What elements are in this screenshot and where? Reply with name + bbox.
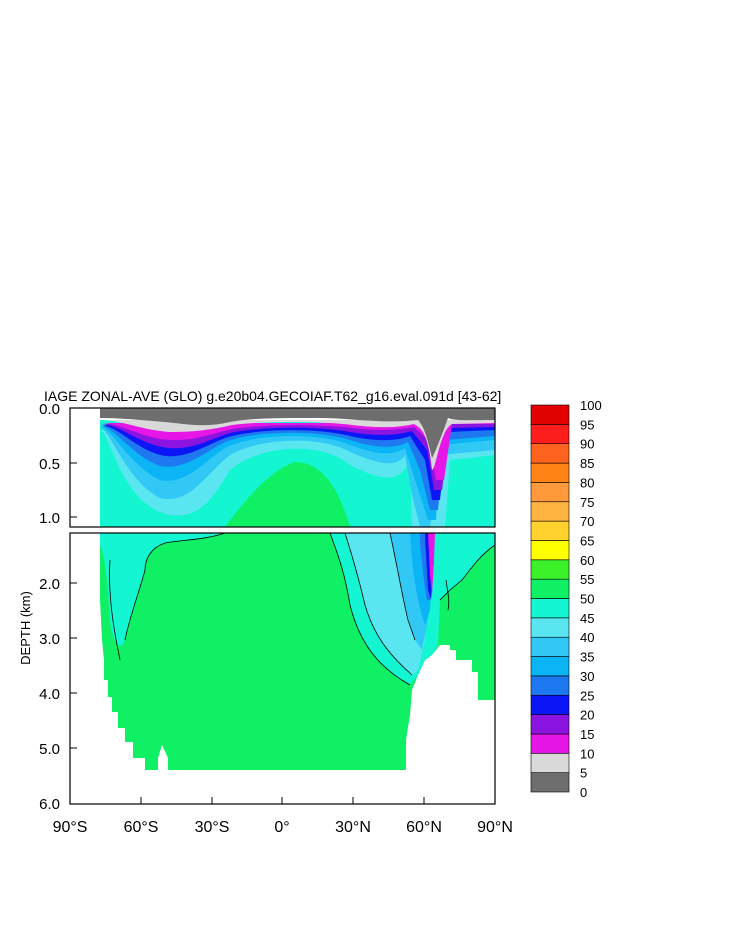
upper-panel [69,407,496,528]
colorbar-box-0-5 [530,772,570,793]
colorbar-label-80: 80 [580,475,594,490]
chart-title: IAGE ZONAL-AVE (GLO) g.e20b04.GECOIAF.T6… [44,388,501,404]
colorbar-label-5: 5 [580,766,587,781]
colorbar-label-15: 15 [580,727,594,742]
colorbar-box-10-15 [530,733,570,754]
x-tick-label-60n: 60°N [406,819,442,836]
lower-contours [109,532,496,686]
colorbar-box-65-70 [530,520,570,541]
x-tick-label-30n: 30°N [335,819,371,836]
y-tick-label-3-0: 3.0 [39,631,60,648]
y-tick-label-5-0: 5.0 [39,741,60,758]
y-axis-title: DEPTH (km) [18,591,33,665]
upper-band-0-5 [100,408,495,458]
upper-land-antarctica [70,408,100,527]
colorbar-label-55: 55 [580,572,594,587]
x-axis: 90°S 60°S 30°S 0° 30°N 60°N 90°N [53,797,513,836]
colorbar-box-95-100 [530,404,570,425]
y-tick-label-6-0: 6.0 [39,796,60,813]
colorbar-label-45: 45 [580,611,594,626]
y-tick-label-0-5: 0.5 [39,456,60,473]
colorbar-box-70-75 [530,501,570,522]
colorbar-box-40-45 [530,617,570,638]
colorbar-label-65: 65 [580,533,594,548]
colorbar-box-30-35 [530,656,570,677]
y-tick-label-4-0: 4.0 [39,686,60,703]
colorbar-box-15-20 [530,714,570,735]
x-tick-label-60s: 60°S [124,819,159,836]
y-tick-label-1-0: 1.0 [39,510,60,527]
lower-arctic-45-50 [440,551,455,590]
colorbar: 0 5 10 15 20 25 30 35 40 45 50 55 60 65 70 75 80 85 90 95 10… [530,398,602,800]
colorbar-label-35: 35 [580,650,594,665]
x-tick-label-30s: 30°S [195,819,230,836]
colorbar-label-40: 40 [580,630,594,645]
y-tick-label-0-0: 0.0 [39,401,60,418]
upper-band-15-20 [100,424,495,490]
colorbar-label-75: 75 [580,495,594,510]
colorbar-box-55-60 [530,559,570,580]
colorbar-label-0: 0 [580,785,587,800]
colorbar-box-90-95 [530,424,570,445]
colorbar-box-25-30 [530,675,570,696]
x-tick-label-0: 0° [274,819,289,836]
y-tick-label-2-0: 2.0 [39,576,60,593]
colorbar-box-75-80 [530,482,570,503]
colorbar-box-85-90 [530,443,570,464]
colorbar-label-10: 10 [580,746,594,761]
colorbar-box-5-10 [530,752,570,773]
lower-panel [69,532,496,805]
colorbar-label-90: 90 [580,437,594,452]
colorbar-label-70: 70 [580,514,594,529]
upper-band-50-55 [225,462,350,527]
x-tick-label-90s: 90°S [53,819,88,836]
colorbar-box-60-65 [530,540,570,561]
colorbar-box-35-40 [530,636,570,657]
colorbar-label-30: 30 [580,669,594,684]
colorbar-box-80-85 [530,462,570,483]
y-axis-lower: 2.0 3.0 4.0 5.0 6.0 [39,576,77,813]
lower-band-10-15 [428,533,435,595]
colorbar-box-45-50 [530,598,570,619]
colorbar-label-95: 95 [580,417,594,432]
upper-panel-frame [69,407,496,528]
colorbar-label-60: 60 [580,553,594,568]
colorbar-box-50-55 [530,578,570,599]
y-axis-upper: 0.0 0.5 1.0 [39,401,77,527]
colorbar-label-85: 85 [580,456,594,471]
x-tick-label-90n: 90°N [477,819,513,836]
colorbar-box-20-25 [530,694,570,715]
upper-band-5-10 [100,420,495,470]
colorbar-label-25: 25 [580,688,594,703]
upper-band-10-15 [100,423,495,480]
colorbar-label-100: 100 [580,398,602,413]
colorbar-label-50: 50 [580,592,594,607]
colorbar-label-20: 20 [580,708,594,723]
